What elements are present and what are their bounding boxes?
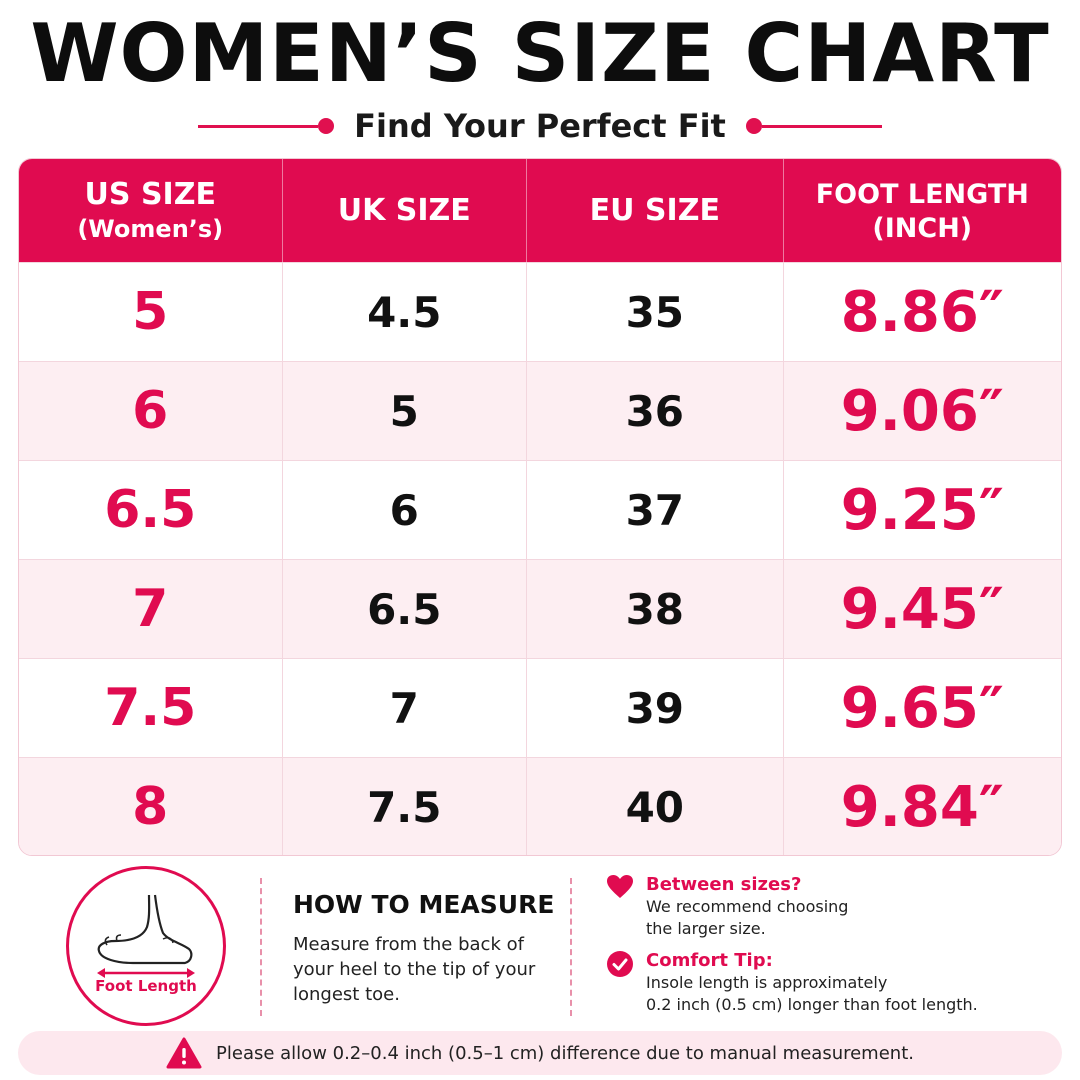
cell-uk-size: 4.5: [283, 263, 528, 361]
foot-icon: [97, 894, 195, 978]
cell-uk-size: 6.5: [283, 560, 528, 658]
header-eu-size: EU SIZE: [527, 159, 784, 262]
table-row: 5 4.5 35 8.86″: [19, 262, 1061, 361]
cell-us-size: 6.5: [19, 461, 283, 559]
tip-between-sizes-text: We recommend choosing the larger size.: [646, 896, 848, 940]
header-us-size: US SIZE (Women’s): [19, 159, 283, 262]
foot-length-badge: Foot Length: [66, 866, 226, 1026]
table-header: US SIZE (Women’s) UK SIZE EU SIZE FOOT L…: [19, 159, 1061, 262]
subtitle-row: Find Your Perfect Fit: [0, 104, 1080, 148]
heart-icon: [607, 875, 633, 898]
cell-us-size: 7.5: [19, 659, 283, 757]
cell-foot-length: 9.45″: [840, 576, 1004, 642]
table-body: 5 4.5 35 8.86″ 6 5 36 9.06″ 6.5 6 37 9.2…: [19, 262, 1061, 855]
cell-uk-size: 7: [283, 659, 528, 757]
subtitle-line-right: [761, 124, 882, 128]
header-eu-size-label: EU SIZE: [589, 192, 720, 228]
cell-eu-size: 40: [527, 758, 784, 855]
notice-text: Please allow 0.2–0.4 inch (0.5–1 cm) dif…: [216, 1042, 914, 1064]
table-row: 8 7.5 40 9.84″: [19, 757, 1061, 855]
header-foot-length-label: FOOT LENGTH: [815, 178, 1029, 210]
tip-comfort-text: Insole length is approximately 0.2 inch …: [646, 972, 978, 1016]
header-uk-size-label: UK SIZE: [337, 192, 471, 228]
header-foot-length-sublabel: (INCH): [872, 212, 973, 244]
header-us-size-label: US SIZE: [84, 176, 216, 212]
cell-eu-size: 39: [527, 659, 784, 757]
tip-between-sizes-line1: We recommend choosing: [646, 897, 849, 916]
cell-eu-size: 38: [527, 560, 784, 658]
cell-foot-length: 8.86″: [840, 279, 1004, 345]
cell-foot-length: 9.65″: [840, 675, 1004, 741]
measurement-notice: Please allow 0.2–0.4 inch (0.5–1 cm) dif…: [18, 1031, 1062, 1075]
header-foot-length: FOOT LENGTH (INCH): [784, 159, 1061, 262]
table-row: 6.5 6 37 9.25″: [19, 460, 1061, 559]
subtitle: Find Your Perfect Fit: [354, 107, 726, 145]
page-title: WOMEN’S SIZE CHART: [30, 7, 1050, 100]
header-uk-size: UK SIZE: [283, 159, 528, 262]
tip-between-sizes-line2: the larger size.: [646, 919, 766, 938]
table-row: 7.5 7 39 9.65″: [19, 658, 1061, 757]
cell-us-size: 5: [19, 263, 283, 361]
cell-eu-size: 35: [527, 263, 784, 361]
cell-us-size: 8: [19, 758, 283, 855]
cell-eu-size: 37: [527, 461, 784, 559]
table-row: 7 6.5 38 9.45″: [19, 559, 1061, 658]
check-circle-icon: [607, 951, 633, 977]
subtitle-line-left: [198, 124, 319, 128]
divider-left: [260, 878, 262, 1016]
table-row: 6 5 36 9.06″: [19, 361, 1061, 460]
warning-icon: [166, 1037, 202, 1069]
cell-uk-size: 7.5: [283, 758, 528, 855]
how-to-measure-title: HOW TO MEASURE: [293, 890, 555, 919]
cell-foot-length: 9.84″: [840, 774, 1004, 840]
cell-foot-length: 9.06″: [840, 378, 1004, 444]
subtitle-dot-left: [318, 118, 335, 134]
cell-uk-size: 5: [283, 362, 528, 460]
cell-eu-size: 36: [527, 362, 784, 460]
how-to-measure-text: Measure from the back of your heel to th…: [293, 934, 536, 1005]
tip-comfort-line2: 0.2 inch (0.5 cm) longer than foot lengt…: [646, 995, 978, 1014]
tip-between-sizes-title: Between sizes?: [646, 874, 802, 895]
cell-us-size: 6: [19, 362, 283, 460]
tip-comfort-line1: Insole length is approximately: [646, 973, 888, 992]
cell-uk-size: 6: [283, 461, 528, 559]
subtitle-dot-right: [745, 118, 762, 134]
tip-comfort-title: Comfort Tip:: [646, 950, 773, 971]
cell-us-size: 7: [19, 560, 283, 658]
size-table: US SIZE (Women’s) UK SIZE EU SIZE FOOT L…: [18, 158, 1062, 856]
cell-foot-length: 9.25″: [840, 477, 1004, 543]
divider-right: [570, 878, 572, 1016]
foot-length-label: Foot Length: [95, 977, 197, 995]
header-us-size-sublabel: (Women’s): [77, 214, 224, 243]
